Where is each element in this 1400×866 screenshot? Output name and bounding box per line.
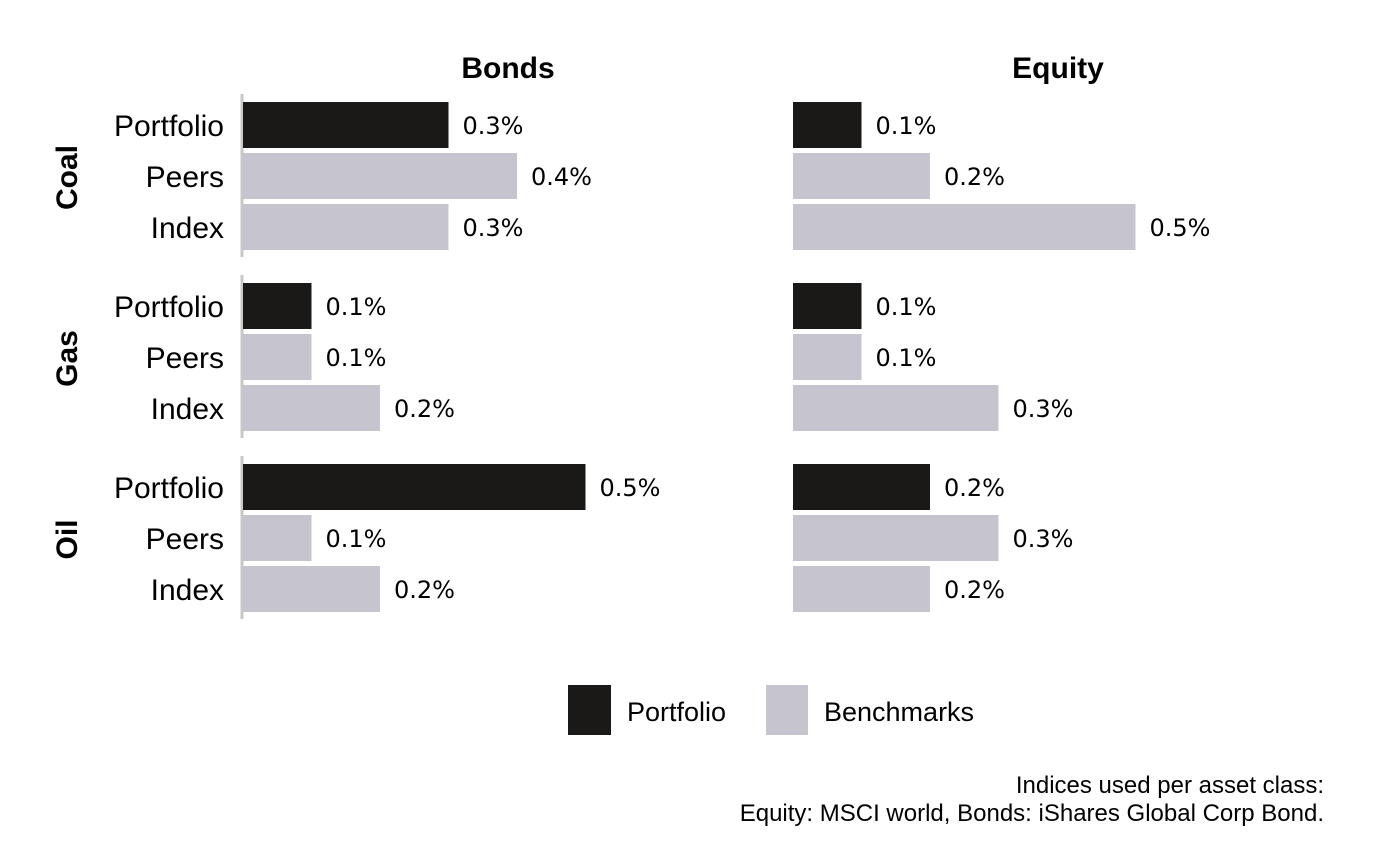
value-label-equity-oil-portfolio: 0.2% [944, 474, 1005, 502]
legend-label-benchmarks: Benchmarks [824, 697, 974, 727]
bar-equity-oil-peers [793, 515, 999, 561]
caption-line-1: Indices used per asset class: [1016, 772, 1324, 799]
bar-bonds-gas-index [243, 385, 380, 431]
value-label-bonds-oil-portfolio: 0.5% [600, 474, 661, 502]
value-label-bonds-coal-index: 0.3% [463, 214, 524, 242]
bar-bonds-coal-portfolio [243, 102, 449, 148]
facet-title-equity: Equity [1012, 52, 1104, 85]
bars [243, 102, 1136, 612]
row-title-gas: Gas [51, 330, 84, 387]
bar-equity-coal-index [793, 204, 1136, 250]
bar-bonds-coal-peers [243, 153, 517, 199]
value-label-equity-gas-index: 0.3% [1013, 395, 1074, 423]
value-label-bonds-gas-index: 0.2% [394, 395, 455, 423]
legend-swatch-benchmarks [766, 685, 808, 735]
bar-equity-coal-portfolio [793, 102, 862, 148]
value-label-equity-oil-index: 0.2% [944, 576, 1005, 604]
row-titles: Coal Gas Oil [51, 145, 84, 560]
bar-bonds-gas-peers [243, 334, 312, 380]
category-label-gas-portfolio: Portfolio [114, 291, 224, 324]
bar-equity-gas-peers [793, 334, 862, 380]
category-label-coal-portfolio: Portfolio [114, 110, 224, 143]
legend-label-portfolio: Portfolio [627, 697, 726, 727]
category-label-oil-index: Index [151, 574, 224, 607]
value-label-bonds-coal-peers: 0.4% [531, 163, 592, 191]
row-title-coal: Coal [51, 145, 84, 210]
value-labels: 0.3%0.4%0.3%0.1%0.2%0.5%0.1%0.1%0.2%0.1%… [326, 112, 1211, 604]
value-label-bonds-gas-peers: 0.1% [326, 344, 387, 372]
value-label-bonds-oil-index: 0.2% [394, 576, 455, 604]
bar-bonds-oil-index [243, 566, 380, 612]
bar-equity-oil-portfolio [793, 464, 930, 510]
bar-bonds-oil-portfolio [243, 464, 586, 510]
bar-equity-oil-index [793, 566, 930, 612]
bar-equity-gas-index [793, 385, 999, 431]
category-labels: Portfolio Peers Index Portfolio Peers Index Po… [114, 110, 224, 607]
value-label-bonds-gas-portfolio: 0.1% [326, 293, 387, 321]
bar-equity-gas-portfolio [793, 283, 862, 329]
category-label-gas-peers: Peers [146, 342, 224, 375]
category-label-coal-peers: Peers [146, 161, 224, 194]
category-label-coal-index: Index [151, 212, 224, 245]
value-label-equity-coal-index: 0.5% [1150, 214, 1211, 242]
bar-bonds-gas-portfolio [243, 283, 312, 329]
value-label-bonds-coal-portfolio: 0.3% [463, 112, 524, 140]
category-label-oil-portfolio: Portfolio [114, 472, 224, 505]
value-label-equity-oil-peers: 0.3% [1013, 525, 1074, 553]
row-title-oil: Oil [51, 519, 84, 559]
bar-bonds-coal-index [243, 204, 449, 250]
value-label-equity-coal-peers: 0.2% [944, 163, 1005, 191]
category-label-gas-index: Index [151, 393, 224, 426]
caption: Indices used per asset class: Equity: MS… [740, 772, 1324, 827]
bar-equity-coal-peers [793, 153, 930, 199]
bar-bonds-oil-peers [243, 515, 312, 561]
legend-swatch-portfolio [568, 685, 611, 735]
facet-title-bonds: Bonds [461, 52, 554, 85]
value-label-equity-gas-portfolio: 0.1% [876, 293, 937, 321]
category-label-oil-peers: Peers [146, 523, 224, 556]
value-label-equity-gas-peers: 0.1% [876, 344, 937, 372]
value-label-bonds-oil-peers: 0.1% [326, 525, 387, 553]
legend: Portfolio Benchmarks [568, 685, 974, 735]
value-label-equity-coal-portfolio: 0.1% [876, 112, 937, 140]
caption-line-2: Equity: MSCI world, Bonds: iShares Globa… [740, 800, 1324, 827]
